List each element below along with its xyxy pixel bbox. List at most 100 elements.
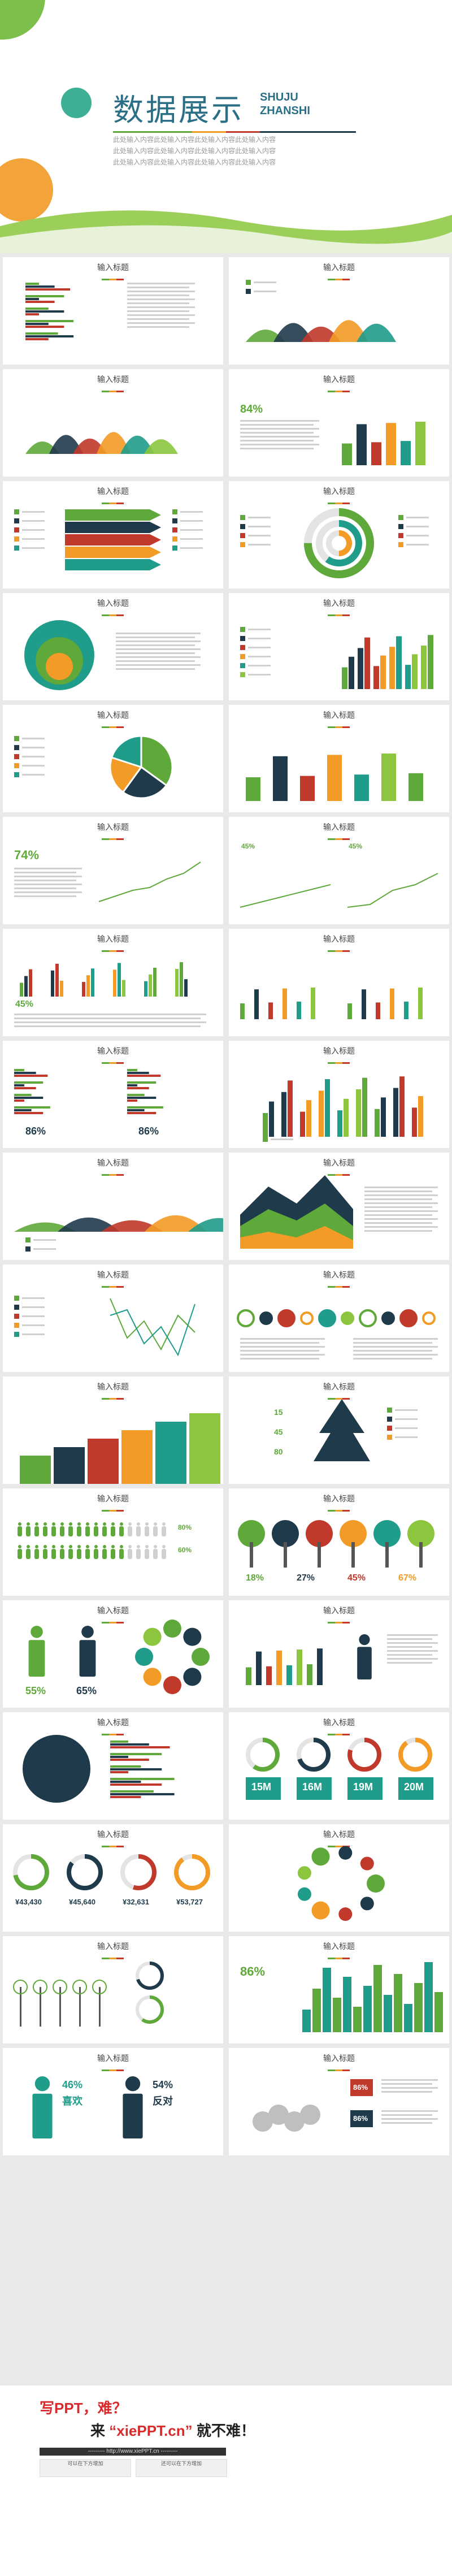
- slide-title-underline: [102, 385, 124, 392]
- pct-label: 55%: [25, 1685, 46, 1696]
- slide-14: 输入标题: [229, 929, 449, 1036]
- footer-ad: 写PPT，难？ 来 “xiePPT.cn” 就不难！ --------- htt…: [0, 2385, 452, 2576]
- footer-url[interactable]: --------- http://www.xiePPT.cn ---------: [40, 2448, 226, 2456]
- dot-mark: [359, 1309, 377, 1327]
- placeholder-text-line: [240, 440, 314, 441]
- bar-mark: [364, 637, 370, 689]
- legend-swatch: [25, 1246, 31, 1252]
- bar-mark: [25, 332, 58, 335]
- placeholder-text-line: [14, 1021, 206, 1023]
- person-icon-body: [136, 1549, 141, 1559]
- person-icon-body: [128, 1549, 132, 1559]
- legend-swatch: [172, 545, 177, 551]
- vote-label: 反对: [153, 2096, 173, 2107]
- person-icon: [103, 1522, 106, 1526]
- placeholder-text-line: [364, 1218, 438, 1220]
- legend-swatch: [246, 280, 251, 285]
- slide-graphic: [246, 1738, 433, 1800]
- person-icon-body: [43, 1549, 47, 1559]
- legend-text-line: [22, 1324, 45, 1326]
- slide-title: 输入标题: [323, 822, 355, 832]
- bar-mark: [307, 1664, 312, 1685]
- slide-graphic: [25, 432, 178, 454]
- slide-title-underline: [102, 833, 124, 840]
- legend-swatch: [387, 1417, 392, 1422]
- icon-circle: [360, 1856, 374, 1871]
- building-mark: [404, 2004, 412, 2032]
- person-icon: [154, 1545, 157, 1548]
- donut-arc: [246, 1738, 280, 1772]
- legend-text-line: [22, 529, 45, 531]
- slide-title: 输入标题: [323, 1382, 355, 1391]
- tree-trunk: [419, 1542, 423, 1568]
- placeholder-text-line: [353, 1358, 432, 1360]
- person-icon-body: [85, 1549, 90, 1559]
- placeholder-text-line: [364, 1230, 432, 1232]
- legend-text-line: [248, 638, 271, 639]
- bar-mark: [110, 1790, 154, 1793]
- bar-mark: [25, 298, 39, 300]
- person-icon: [359, 1634, 370, 1646]
- placeholder-text-line: [116, 668, 195, 670]
- person-icon: [137, 1522, 140, 1526]
- bar-mark: [297, 1001, 301, 1019]
- bar-mark: [415, 422, 425, 465]
- pct-label: 86%: [138, 1125, 159, 1137]
- placeholder-text-line: [381, 2118, 438, 2120]
- bar-mark: [127, 1094, 145, 1096]
- bar-mark: [399, 1076, 405, 1137]
- slide-graphic: [240, 508, 429, 578]
- donut-arc: [347, 1738, 381, 1772]
- placeholder-text-line: [353, 1354, 438, 1356]
- slide-title-underline: [102, 1392, 124, 1400]
- slide-graphic: [14, 962, 206, 1027]
- pie-slice: [121, 765, 168, 799]
- bar-mark: [405, 665, 411, 689]
- cover-subtitle-3: 此处输入内容此处输入内容此处输入内容此处输入内容: [113, 158, 276, 166]
- bar-mark: [418, 988, 423, 1019]
- bar-mark: [110, 1756, 128, 1758]
- legend-text-line: [395, 1436, 418, 1438]
- placeholder-text-line: [240, 1346, 325, 1348]
- slide-graphic: [302, 1962, 443, 2032]
- building-mark: [373, 1965, 382, 2032]
- placeholder-text-line: [127, 306, 195, 308]
- cover-subtitle-1: 此处输入内容此处输入内容此处输入内容此处输入内容: [113, 136, 276, 144]
- bar-mark: [29, 969, 32, 997]
- placeholder-text-line: [387, 1646, 432, 1648]
- legend-text-line: [406, 526, 429, 527]
- slide-title-underline: [102, 1728, 124, 1735]
- placeholder-text-line: [364, 1202, 438, 1204]
- peak-mark: [49, 435, 83, 454]
- slide-17: 输入标题: [3, 1153, 223, 1260]
- peak-mark: [58, 1217, 120, 1232]
- slide-graphic: [263, 1076, 423, 1142]
- bar-mark: [127, 1109, 145, 1111]
- bar-mark: [14, 1084, 24, 1086]
- legend-swatch: [240, 515, 245, 520]
- placeholder-text-line: [240, 1354, 325, 1356]
- placeholder-text-line: [387, 1658, 438, 1660]
- bar-mark: [300, 1111, 305, 1137]
- slide-title-underline: [328, 2064, 350, 2071]
- bar-mark: [110, 1793, 175, 1795]
- placeholder-text-line: [116, 660, 195, 662]
- windmill-icon: [40, 1987, 41, 2027]
- legend-text-line: [180, 511, 203, 513]
- dot-mark: [300, 1311, 314, 1325]
- slide-title-underline: [102, 721, 124, 728]
- bar-mark: [380, 655, 386, 689]
- person-icon: [35, 1545, 38, 1548]
- slide-graphic: [297, 1846, 385, 1921]
- legend-swatch: [14, 1296, 19, 1301]
- legend-text-line: [22, 511, 45, 513]
- bar-mark: [357, 424, 367, 465]
- legend-swatch: [240, 524, 245, 529]
- placeholder-text-line: [240, 448, 314, 449]
- person-icon: [31, 1626, 43, 1638]
- bar-mark: [344, 1098, 349, 1137]
- donut-arc: [316, 520, 362, 566]
- person-icon-body: [145, 1526, 149, 1536]
- bar-mark: [24, 976, 28, 997]
- bar-mark: [386, 423, 396, 465]
